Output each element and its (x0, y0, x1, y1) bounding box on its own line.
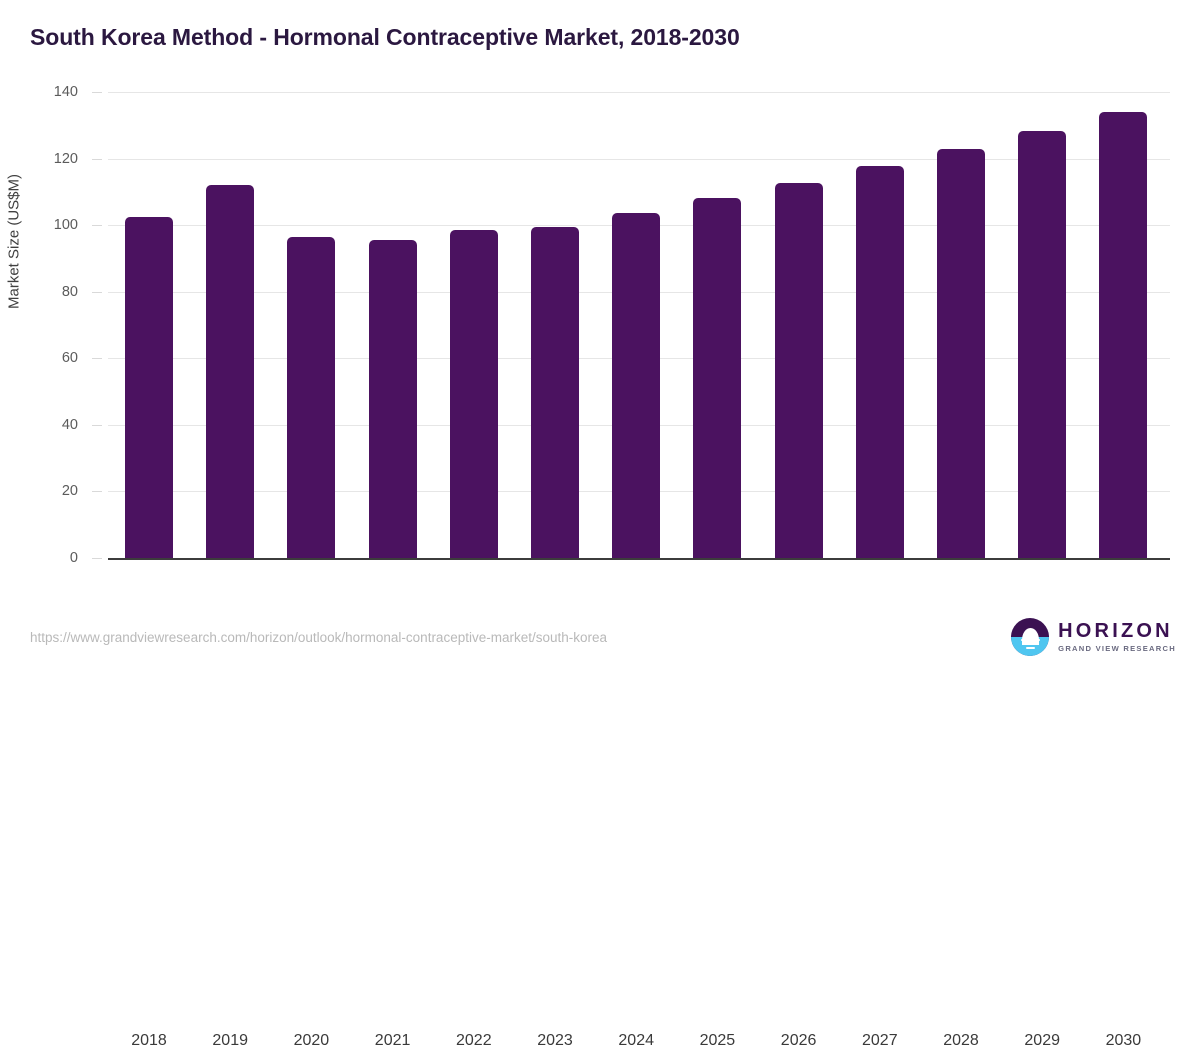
logo-wordmark: HORIZON (1058, 620, 1173, 642)
x-tick-label: 2020 (293, 1032, 330, 1049)
bar[interactable] (449, 229, 498, 558)
x-tick-label: 2029 (1024, 1032, 1060, 1049)
x-tick-label: 2023 (537, 1032, 573, 1049)
y-tick-label: 80 (61, 283, 78, 300)
x-tick-label: 2019 (212, 1032, 248, 1049)
y-tick-mark (92, 558, 102, 559)
logo-water (1011, 637, 1050, 656)
x-tick-label: 2021 (374, 1032, 411, 1049)
bar[interactable] (206, 185, 255, 558)
bar[interactable] (368, 240, 417, 558)
x-tick-label: 2018 (131, 1032, 167, 1049)
y-tick-mark (92, 92, 102, 93)
x-axis-line (108, 558, 1170, 560)
bar[interactable] (693, 198, 742, 558)
plot-area: 2018 2019 2020 2021 2022 2023 2024 2025 2026 2027… (108, 92, 1170, 1049)
y-tick-mark (92, 291, 102, 293)
x-tick-label: 2025 (699, 1032, 736, 1049)
y-tick-mark (92, 424, 102, 426)
x-tick-label: 2024 (618, 1032, 654, 1049)
y-tick-mark (92, 358, 102, 360)
logo-ray-2 (1023, 643, 1038, 646)
page-title: South Korea Method - Hormonal Contracept… (30, 24, 740, 50)
source-url[interactable]: https://www.grandviewresearch.com/horizo… (30, 630, 608, 645)
y-tick-label: 100 (53, 217, 78, 234)
y-tick-mark (92, 158, 102, 160)
bar[interactable] (287, 236, 336, 558)
logo-ray-1 (1020, 639, 1040, 642)
x-tick-label: 2030 (1105, 1032, 1142, 1049)
y-tick-label: 60 (61, 350, 78, 367)
bar[interactable] (612, 212, 661, 558)
y-tick-label: 120 (53, 150, 78, 167)
bar[interactable] (937, 149, 985, 558)
x-tick-label: 2022 (456, 1032, 492, 1049)
y-axis: Market Size (US$M) 0 20 40 60 80 100 120 140 (0, 0, 108, 675)
y-tick-mark (92, 225, 102, 227)
x-tick-label: 2028 (943, 1032, 979, 1049)
y-tick-label: 20 (61, 483, 78, 500)
chart-page: South Korea Method - Hormonal Contracept… (0, 0, 1176, 1049)
x-tick-label: 2027 (862, 1032, 898, 1049)
bar[interactable] (125, 217, 173, 558)
bar[interactable] (774, 182, 823, 558)
horizon-sunset-icon (1011, 618, 1050, 656)
bar[interactable] (1018, 131, 1067, 558)
gridline (108, 158, 1170, 160)
bar-series: 2018 2019 2020 2021 2022 2023 2024 2025 2026 2027… (108, 92, 1170, 1049)
logo-ray-3 (1025, 646, 1035, 649)
logo-tagline: GRAND VIEW RESEARCH (1058, 644, 1176, 653)
horizon-logo[interactable]: HORIZON GRAND VIEW RESEARCH (1011, 618, 1176, 656)
logo-text: HORIZON GRAND VIEW RESEARCH (1058, 620, 1176, 654)
bar[interactable] (1099, 111, 1148, 558)
bar[interactable] (855, 166, 904, 558)
y-tick-label: 40 (61, 416, 78, 433)
bar[interactable] (531, 227, 579, 558)
gridline (108, 92, 1170, 93)
x-tick-label: 2026 (780, 1032, 817, 1049)
y-tick-label: 140 (53, 84, 78, 100)
y-tick-mark (92, 491, 102, 493)
y-tick-label: 0 (69, 550, 78, 566)
